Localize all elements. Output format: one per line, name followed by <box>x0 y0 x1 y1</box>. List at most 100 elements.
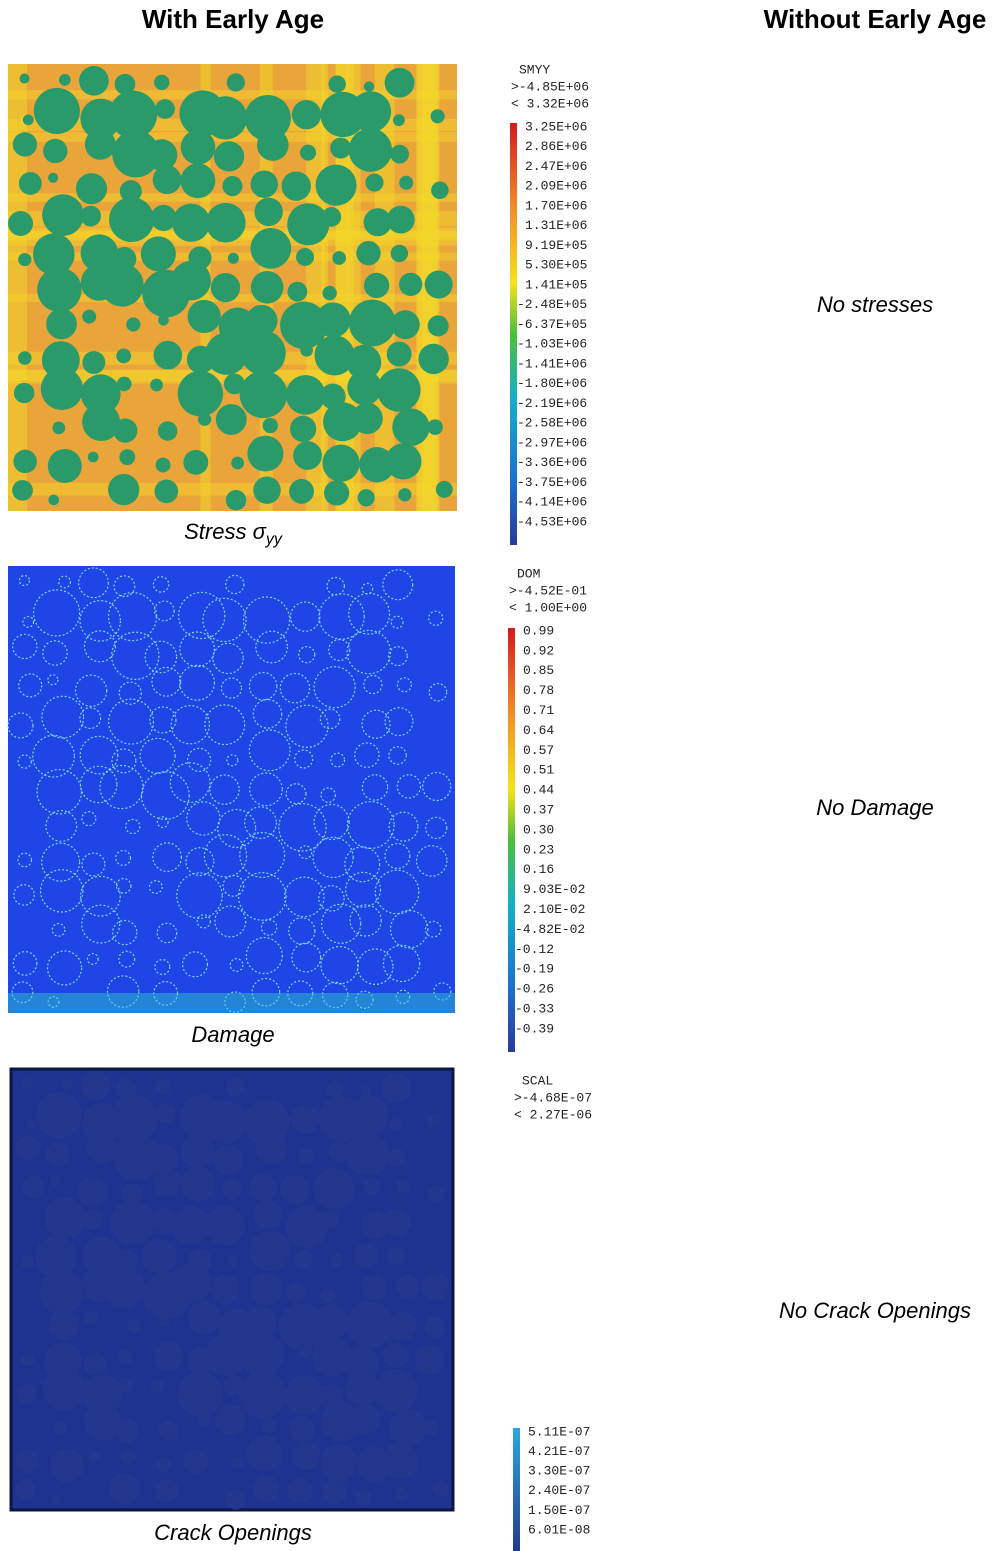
colorbar-label: -0.12 <box>515 942 554 957</box>
aggregate <box>390 145 409 164</box>
aggregate <box>250 228 291 269</box>
aggregate <box>188 300 221 333</box>
aggregate <box>81 1071 111 1101</box>
colorbar-label: -2.97E+06 <box>517 435 587 450</box>
aggregate <box>391 245 408 262</box>
aggregate <box>214 141 244 171</box>
aggregate <box>313 1168 354 1209</box>
aggregate <box>78 1176 109 1207</box>
aggregate <box>82 351 105 374</box>
aggregate <box>280 1175 309 1204</box>
aggregate <box>398 488 411 501</box>
aggregate <box>158 421 177 440</box>
colorbar-label: 0.64 <box>523 723 554 738</box>
aggregate <box>215 1404 246 1435</box>
colorbar-label: 3.25E+06 <box>525 119 587 134</box>
aggregate <box>151 1379 164 1392</box>
aggregate <box>425 271 453 299</box>
aggregate <box>251 171 278 198</box>
aggregate <box>381 1073 411 1103</box>
aggregate <box>231 457 244 470</box>
aggregate <box>39 1270 83 1314</box>
colorbar-label: 2.09E+06 <box>525 179 587 194</box>
aggregate <box>384 1209 412 1237</box>
aggregate <box>356 241 380 265</box>
colorbar-label: 1.31E+06 <box>525 218 587 233</box>
aggregate <box>298 1148 314 1164</box>
aggregate <box>421 1273 449 1301</box>
colorbar-label: -4.82E-02 <box>515 922 585 937</box>
aggregate <box>18 253 31 266</box>
aggregate <box>350 91 391 132</box>
aggregate <box>181 130 216 165</box>
aggregate <box>249 1230 290 1271</box>
simulation-image <box>8 64 457 511</box>
aggregate <box>59 74 71 86</box>
aggregate <box>117 1350 132 1365</box>
aggregate <box>226 1078 244 1096</box>
aggregate <box>262 1418 277 1433</box>
legend-title: SMYY <box>519 62 550 77</box>
aggregate <box>293 441 322 470</box>
colorbar-label: 0.85 <box>523 663 554 678</box>
colorbar-label: 0.57 <box>523 743 554 758</box>
aggregate <box>171 1263 211 1303</box>
aggregate <box>13 450 37 474</box>
colorbar-label: 0.71 <box>523 703 554 718</box>
aggregate <box>198 1413 211 1426</box>
aggregate <box>287 203 329 245</box>
legend-title: DOM <box>517 566 540 581</box>
aggregate <box>118 1377 133 1392</box>
aggregate <box>316 165 357 206</box>
aggregate <box>329 76 346 93</box>
aggregate <box>76 173 107 204</box>
aggregate <box>183 1450 208 1475</box>
aggregate <box>53 422 66 435</box>
colorbar-label: 2.40E-07 <box>528 1483 590 1498</box>
aggregate <box>290 1104 319 1133</box>
colorbar-label: 5.11E-07 <box>528 1424 590 1439</box>
aggregate <box>355 1488 372 1505</box>
aggregate <box>141 236 176 271</box>
aggregate <box>18 351 32 365</box>
colorbar-label: 0.44 <box>523 783 554 798</box>
aggregate <box>391 310 420 339</box>
aggregate <box>290 416 316 442</box>
aggregate <box>395 1487 408 1500</box>
colorbar-label: 0.16 <box>523 862 554 877</box>
aggregate <box>41 368 83 410</box>
no-effect-note: No stresses <box>817 292 933 317</box>
aggregate <box>240 371 288 419</box>
aggregate <box>427 419 443 435</box>
aggregate <box>21 1255 34 1268</box>
aggregate <box>399 273 422 296</box>
simulation-image <box>8 566 455 1013</box>
legend-title: SCAL <box>522 1073 553 1088</box>
aggregate <box>251 271 284 304</box>
colorbar-label: 2.86E+06 <box>525 139 587 154</box>
aggregate <box>300 344 313 357</box>
aggregate <box>155 1080 170 1095</box>
aggregate <box>84 1311 98 1325</box>
aggregate <box>249 1174 276 1201</box>
aggregate <box>432 1480 449 1497</box>
aggregate <box>198 413 211 426</box>
aggregate <box>109 1473 140 1504</box>
legend-range: < 2.27E-06 <box>514 1107 592 1122</box>
colorbar-label: 2.47E+06 <box>525 159 587 174</box>
aggregate <box>289 479 314 504</box>
no-effect-note: No Crack Openings <box>779 1298 971 1323</box>
colorbar-label: -2.19E+06 <box>517 396 587 411</box>
aggregate <box>374 1369 418 1413</box>
aggregate <box>150 379 163 392</box>
aggregate <box>300 145 316 161</box>
aggregate <box>424 1420 440 1436</box>
aggregate <box>213 1145 243 1175</box>
aggregate <box>205 1206 245 1246</box>
aggregate <box>388 1312 417 1341</box>
aggregate <box>88 452 99 463</box>
aggregate <box>82 1209 103 1230</box>
aggregate <box>389 1409 426 1446</box>
aggregate <box>424 1317 445 1338</box>
aggregate <box>172 1207 210 1245</box>
